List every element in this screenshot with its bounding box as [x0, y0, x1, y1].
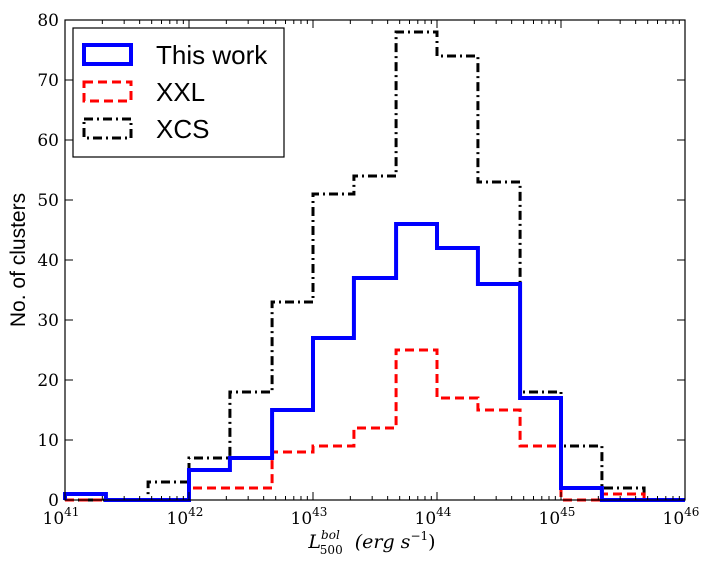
y-tick-label: 40 [37, 251, 59, 271]
y-axis-label: No. of clusters [7, 193, 30, 327]
legend-label: XXL [156, 77, 205, 107]
legend-box [72, 27, 285, 158]
legend-swatch-this-work [82, 43, 133, 66]
y-tick-label: 80 [37, 11, 59, 31]
y-tick-label: 70 [37, 71, 59, 91]
x-tick-label: 1044 [415, 505, 452, 529]
series-line-this-work [63, 222, 685, 502]
series-line-xxl [65, 348, 685, 502]
x-tick-label: 1045 [539, 505, 576, 529]
y-tick-label: 0 [48, 491, 59, 511]
legend-swatch-xcs [82, 117, 133, 140]
x-tick-label: 1042 [167, 505, 204, 529]
legend-label: This work [156, 40, 268, 70]
legend-swatch-xxl [82, 80, 133, 103]
legend-label: XCS [156, 114, 209, 144]
x-axis-label: Lbol 500 (erg s−1) [307, 528, 435, 557]
x-tick-label: 1043 [291, 505, 328, 529]
y-tick-label: 30 [37, 311, 59, 331]
x-tick-label: 1041 [43, 505, 80, 529]
y-tick-label: 50 [37, 191, 59, 211]
y-tick-label: 60 [37, 131, 59, 151]
axes-layer: 0 10 20 30 40 50 60 70 80 1041 1042 1043 1044 1045 104… [7, 11, 699, 557]
series-line-xcs [65, 30, 685, 502]
legend: This work XXL XCS [72, 27, 285, 158]
y-tick-label: 10 [37, 431, 59, 451]
y-tick-label: 20 [37, 371, 59, 391]
x-tick-label: 1046 [663, 505, 700, 529]
